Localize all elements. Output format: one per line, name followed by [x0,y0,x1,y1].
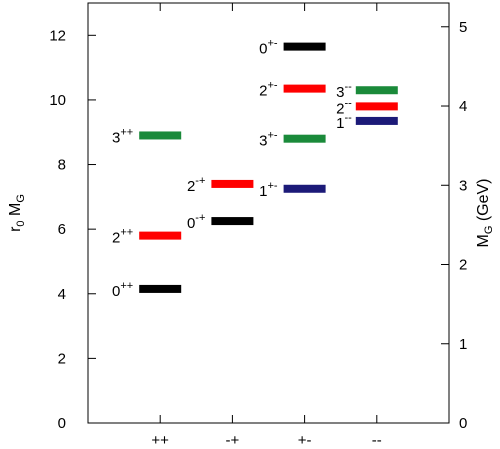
x-axis-ticks: ++ -+ +- -- [151,3,382,449]
y2-axis-ticks: 0 1 2 3 4 5 [441,19,467,432]
y-tick-label: 10 [49,92,66,109]
level-pc: +- [268,130,278,142]
level-pc: -+ [195,212,205,224]
y-axis-title-mid: M [7,203,24,221]
mass-level-label: 3++ [112,126,133,146]
mass-level-bar [139,131,182,140]
level-pc: ++ [120,280,133,292]
y2-tick-label: 5 [459,19,467,36]
mass-level-label: 3+- [259,130,278,150]
level-spin: 0 [187,215,195,232]
mass-level-label: 1-- [336,112,352,132]
mass-level-bar [139,284,182,293]
plot-frame [87,2,450,424]
mass-level-bar [355,116,398,125]
y-tick-label: 8 [58,157,66,174]
level-pc: ++ [120,126,133,138]
level-spin: 3 [259,133,267,150]
level-spin: 2 [112,230,120,247]
level-spin: 1 [336,115,344,132]
level-pc: -- [344,97,352,109]
y-axis-title: r0 MG [7,194,27,232]
level-spin: 2 [336,100,344,117]
y-tick-label: 4 [58,286,66,303]
level-spin: 2 [187,178,195,195]
mass-level-bar [211,179,254,188]
mass-level-bar [283,84,326,93]
level-spin: 0 [112,283,120,300]
mass-level-label: 2-+ [187,175,205,195]
mass-level-bar [355,86,398,95]
mass-level-label: 0+- [259,38,278,58]
mass-level-bar [283,184,326,193]
x-tick-label: +- [298,432,312,449]
y-tick-label: 0 [58,415,66,432]
y-tick-label: 2 [58,350,66,367]
y2-tick-label: 4 [459,98,467,115]
mass-level-label: 1+- [259,180,278,200]
mass-level-bar [211,217,254,226]
level-pc: +- [268,180,278,192]
mass-level-label: 2-- [336,97,352,117]
y-tick-label: 6 [58,221,66,238]
x-tick-label: ++ [151,432,169,449]
mass-levels: 0++2++3++0-+2-+1+-3+-2+-0+-1--2--3-- [112,38,398,300]
mass-level-label: 2+- [259,80,278,100]
y2-tick-label: 0 [459,415,467,432]
y2-tick-label: 1 [459,336,467,353]
y-axis-title-sub1: 0 [15,220,27,226]
mass-level-label: 2++ [112,227,133,247]
x-tick-label: -+ [226,432,240,449]
level-pc: -+ [195,175,205,187]
level-pc: +- [268,38,278,50]
level-pc: -- [344,81,352,93]
y-axis-ticks: 0 2 4 6 8 10 12 [49,27,96,432]
x-tick-label: -- [372,432,382,449]
y-axis-title-base: r [7,226,24,232]
y2-axis-title-sub: G [483,226,495,235]
level-spin: 1 [259,183,267,200]
mass-level-label: 3-- [336,81,352,101]
mass-level-bar [139,231,182,240]
level-pc: ++ [120,227,133,239]
level-spin: 3 [336,84,344,101]
level-pc: +- [268,80,278,92]
mass-level-label: 0++ [112,280,133,300]
y2-axis-title: MG (GeV) [475,178,495,247]
y2-axis-title-base: M [475,234,492,247]
y-tick-label: 12 [49,27,66,44]
y2-tick-label: 3 [459,177,467,194]
level-pc: -- [344,112,352,124]
mass-level-bar [283,134,326,143]
mass-level-bar [355,102,398,111]
mass-level-bar [283,42,326,51]
mass-level-label: 0-+ [187,212,205,232]
y2-axis-title-unit: (GeV) [475,178,492,225]
level-spin: 0 [259,41,267,58]
y2-tick-label: 2 [459,257,467,274]
level-spin: 3 [112,129,120,146]
level-spin: 2 [259,83,267,100]
y-axis-title-sub2: G [15,194,27,203]
